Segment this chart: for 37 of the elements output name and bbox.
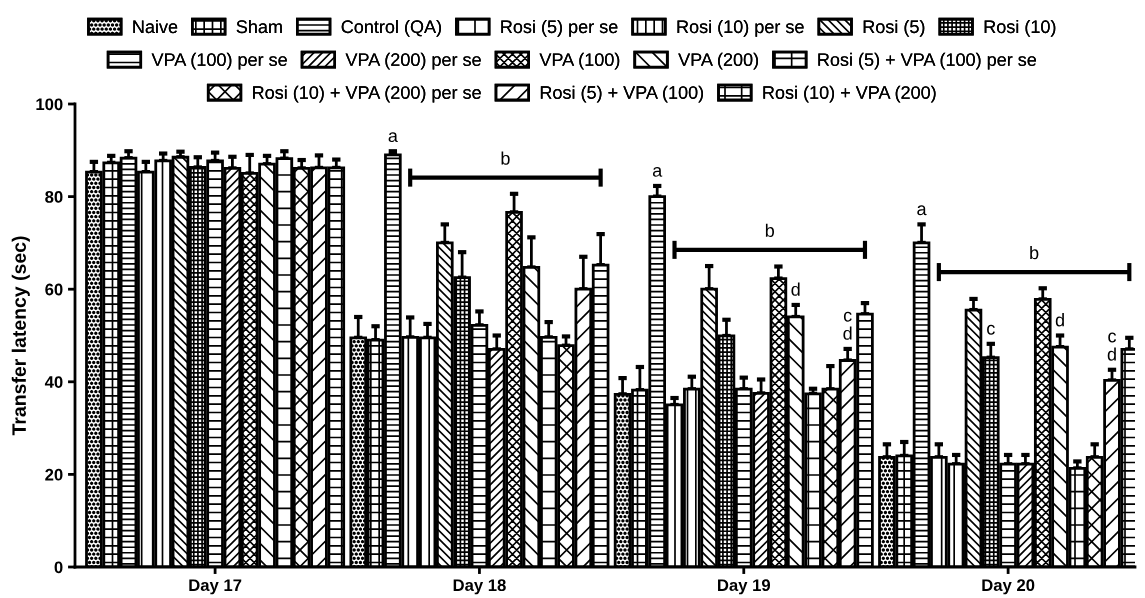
x-tick-label: Day 20 [982, 579, 1035, 595]
data-label: c [987, 324, 995, 335]
annotation: b [501, 151, 510, 165]
legend-label: Rosi (5) [863, 19, 925, 37]
legend-label: Rosi (10) + VPA (200) [763, 85, 936, 103]
y-tick-label: 60 [45, 283, 63, 296]
x-tick-label: Day 19 [718, 579, 771, 595]
legend-label: VPA (200) [678, 52, 758, 70]
y-tick-label: 40 [44, 376, 63, 388]
data-label: d [1055, 313, 1064, 327]
y-axis-title: Transfer latency (sec) [11, 236, 30, 436]
data-label: d [791, 282, 800, 296]
legend-label: Rosi (5) + VPA (100) per se [818, 52, 1037, 70]
legend-label: Rosi (10) per se [677, 19, 804, 37]
legend-label: VPA (100) per se [151, 52, 287, 70]
annotation: b [1030, 245, 1039, 260]
legend-label: Control (QA) [341, 19, 441, 37]
y-tick-label: 0 [54, 561, 63, 574]
legend-label: Rosi (10) + VPA (200) per se [253, 85, 481, 103]
x-tick-label: Day 17 [189, 579, 242, 595]
legend-label: Rosi (5) + VPA (100) [540, 85, 704, 103]
annotation: b [765, 223, 775, 238]
data-label: a [917, 205, 927, 216]
data-label: c d [843, 311, 852, 340]
legend-label: VPA (100) [539, 52, 620, 70]
data-label: c d [1107, 332, 1117, 361]
legend-label: VPA (200) per se [345, 52, 481, 70]
x-tick-label: Day 18 [453, 579, 506, 595]
legend-label: Naive [133, 19, 178, 34]
legend-label: Sham [236, 19, 282, 34]
legend-label: Rosi (5) per se [501, 19, 618, 37]
y-tick-label: 100 [36, 98, 63, 111]
data-label: a [652, 166, 663, 177]
y-tick-label: 80 [45, 191, 63, 203]
y-tick-label: 20 [45, 468, 63, 481]
legend-label: Rosi (10) [984, 19, 1056, 37]
data-label: a [388, 132, 398, 143]
